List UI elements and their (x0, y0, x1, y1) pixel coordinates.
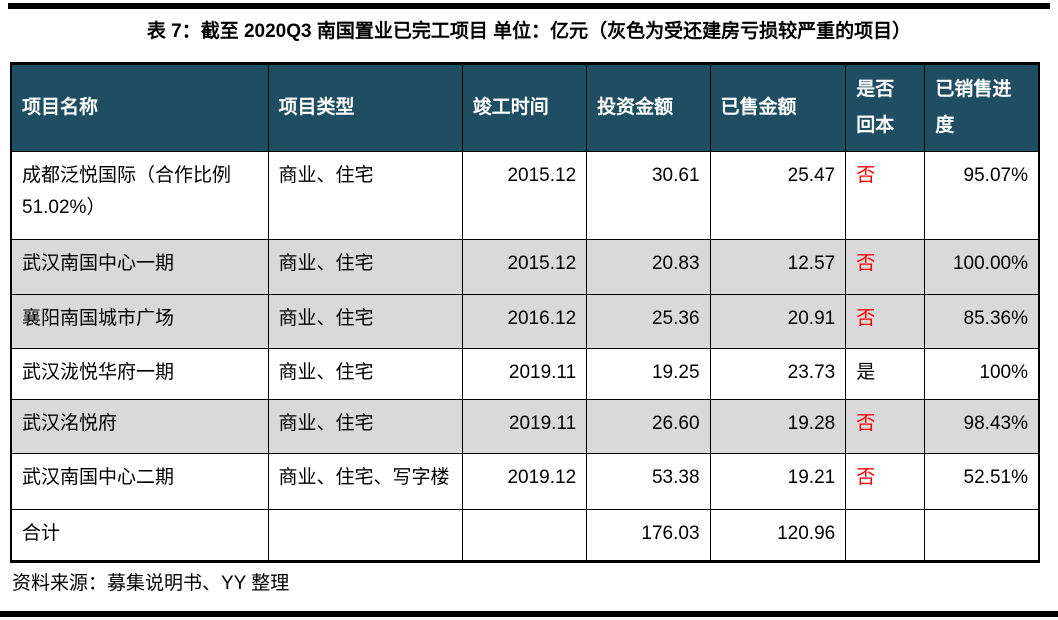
cell-payback: 否 (845, 453, 926, 510)
column-header-project-type: 项目类型 (267, 63, 463, 152)
column-header-sold-amount: 已售金额 (709, 63, 847, 152)
cell-investment: 19.25 (586, 348, 711, 400)
table-row: 武汉洺悦府 商业、住宅 2019.11 26.60 19.28 否 98.43% (10, 399, 1040, 454)
cell-investment: 26.60 (586, 399, 711, 454)
cell-investment: 25.36 (586, 294, 711, 349)
cell-payback: 否 (845, 151, 926, 240)
cell-sold-amount: 12.57 (709, 239, 847, 295)
cell-investment: 20.83 (586, 239, 711, 295)
cell-project-name: 武汉泷悦华府一期 (10, 348, 269, 400)
cell-total-investment: 176.03 (586, 509, 711, 562)
cell-payback: 否 (845, 294, 926, 349)
cell-payback: 否 (845, 399, 926, 454)
cell-completion-date: 2019.11 (461, 399, 588, 454)
cell-project-type: 商业、住宅、写字楼 (267, 453, 463, 510)
table-row: 襄阳南国城市广场 商业、住宅 2016.12 25.36 20.91 否 85.… (10, 294, 1040, 349)
cell-project-type (267, 509, 463, 562)
cell-project-name: 襄阳南国城市广场 (10, 294, 269, 349)
cell-project-type: 商业、住宅 (267, 151, 463, 240)
cell-completion-date: 2015.12 (461, 239, 588, 295)
cell-total-label: 合计 (10, 509, 269, 562)
table-total-row: 合计 176.03 120.96 (10, 509, 1040, 562)
cell-payback: 是 (845, 348, 926, 400)
cell-sales-progress: 85.36% (924, 294, 1040, 349)
column-header-completion-date: 竣工时间 (461, 63, 588, 152)
cell-sold-amount: 19.21 (709, 453, 847, 510)
cell-project-type: 商业、住宅 (267, 399, 463, 454)
cell-sales-progress: 52.51% (924, 453, 1040, 510)
cell-sales-progress (924, 509, 1040, 562)
cell-project-name: 成都泛悦国际（合作比例51.02%） (10, 151, 269, 240)
table-row: 成都泛悦国际（合作比例51.02%） 商业、住宅 2015.12 30.61 2… (10, 151, 1040, 240)
cell-project-name: 武汉洺悦府 (10, 399, 269, 454)
column-header-project-name: 项目名称 (10, 63, 269, 152)
cell-sold-amount: 23.73 (709, 348, 847, 400)
source-note: 资料来源：募集说明书、YY 整理 (12, 573, 290, 594)
cell-sales-progress: 100% (924, 348, 1040, 400)
cell-sold-amount: 25.47 (709, 151, 847, 240)
cell-project-name: 武汉南国中心一期 (10, 239, 269, 295)
cell-sales-progress: 95.07% (924, 151, 1040, 240)
cell-project-type: 商业、住宅 (267, 239, 463, 295)
cell-investment: 53.38 (586, 453, 711, 510)
table-header-row: 项目名称 项目类型 竣工时间 投资金额 已售金额 是否回本 已销售进度 (10, 63, 1040, 152)
cell-total-sold: 120.96 (709, 509, 847, 562)
cell-sold-amount: 19.28 (709, 399, 847, 454)
completed-projects-table: 项目名称 项目类型 竣工时间 投资金额 已售金额 是否回本 已销售进度 成都泛悦… (10, 62, 1040, 563)
page-title: 表 7：截至 2020Q3 南国置业已完工项目 单位：亿元（灰色为受还建房亏损较… (146, 21, 912, 42)
table-row: 武汉南国中心一期 商业、住宅 2015.12 20.83 12.57 否 100… (10, 239, 1040, 295)
table-row: 武汉南国中心二期 商业、住宅、写字楼 2019.12 53.38 19.21 否… (10, 453, 1040, 510)
top-horizontal-rule (8, 3, 1050, 9)
column-header-payback: 是否回本 (845, 63, 926, 152)
cell-payback: 否 (845, 239, 926, 295)
cell-project-name: 武汉南国中心二期 (10, 453, 269, 510)
column-header-sales-progress: 已销售进度 (924, 63, 1040, 152)
cell-sold-amount: 20.91 (709, 294, 847, 349)
cell-investment: 30.61 (586, 151, 711, 240)
cell-sales-progress: 98.43% (924, 399, 1040, 454)
cell-completion-date: 2019.12 (461, 453, 588, 510)
column-header-investment: 投资金额 (586, 63, 711, 152)
cell-project-type: 商业、住宅 (267, 348, 463, 400)
cell-completion-date: 2019.11 (461, 348, 588, 400)
bottom-horizontal-rule (0, 611, 1058, 617)
cell-payback (845, 509, 926, 562)
cell-project-type: 商业、住宅 (267, 294, 463, 349)
cell-completion-date (461, 509, 588, 562)
cell-completion-date: 2015.12 (461, 151, 588, 240)
table-row: 武汉泷悦华府一期 商业、住宅 2019.11 19.25 23.73 是 100… (10, 348, 1040, 400)
cell-sales-progress: 100.00% (924, 239, 1040, 295)
cell-completion-date: 2016.12 (461, 294, 588, 349)
